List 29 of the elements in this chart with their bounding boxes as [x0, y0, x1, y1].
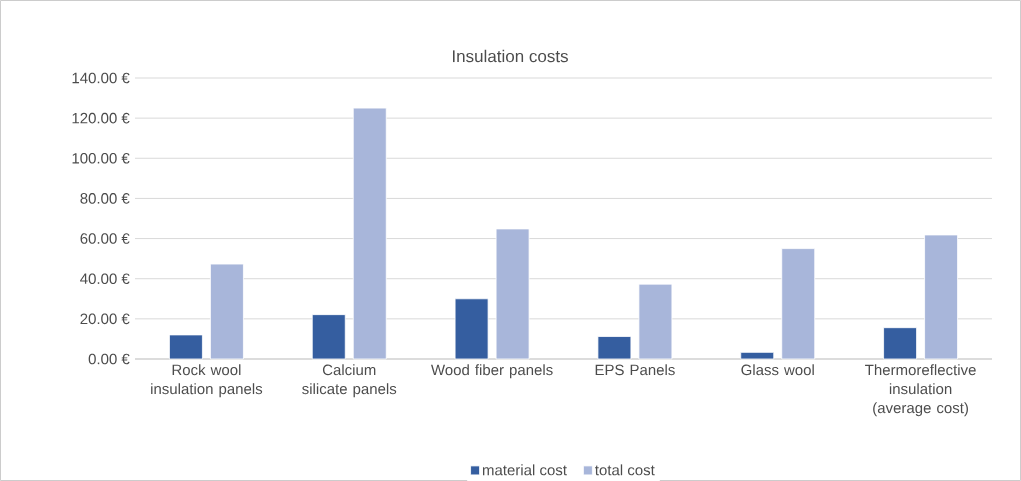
bar [454, 298, 489, 360]
bar [495, 228, 530, 360]
bar [597, 335, 632, 360]
y-tick-label: 140.00 € [72, 72, 130, 84]
bar [169, 334, 203, 360]
bar [883, 327, 917, 360]
bar [311, 314, 346, 360]
x-tick-label: Rock wool insulation panels [151, 363, 263, 397]
y-tick-label: 20.00 € [80, 313, 130, 324]
legend-label: material cost [482, 464, 567, 476]
x-tick-label: Calcium silicate panels [302, 363, 397, 397]
bar [210, 263, 244, 360]
x-tick-label: Wood fiber panels [431, 363, 553, 378]
legend-label: total cost [595, 464, 655, 476]
bar [638, 283, 673, 360]
y-tick-label: 40.00 € [80, 273, 130, 284]
y-tick-label: 80.00 € [80, 192, 130, 204]
bar [352, 107, 387, 360]
chart-title: Insulation costs [452, 49, 568, 63]
x-tick-label: Thermoreflective insulation (average cost) [865, 363, 976, 416]
y-tick-label: 120.00 € [72, 112, 130, 124]
x-tick-label: EPS Panels [595, 363, 675, 375]
bar [740, 351, 775, 360]
y-tick-label: 60.00 € [80, 233, 130, 244]
bar [781, 247, 816, 360]
y-tick-label: 100.00 € [72, 152, 130, 164]
y-tick-label: 0.00 € [88, 353, 130, 365]
x-tick-label: Glass wool [741, 363, 814, 375]
bar [924, 234, 958, 360]
